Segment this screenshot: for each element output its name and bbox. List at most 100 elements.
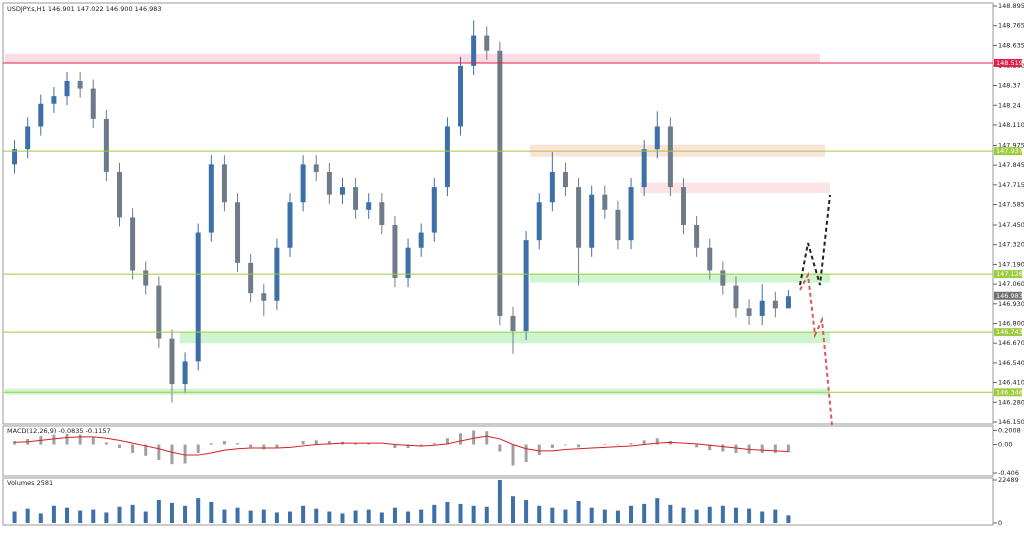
- candle-body: [64, 81, 70, 97]
- macd-bar: [773, 444, 777, 453]
- y-tick-label: 147.585: [998, 201, 1024, 209]
- volume-bar: [261, 509, 266, 523]
- macd-bar: [393, 444, 397, 449]
- volume-bar: [471, 505, 476, 523]
- macd-bar: [262, 444, 266, 450]
- candle-body: [261, 293, 267, 301]
- candle-body: [313, 164, 319, 172]
- volume-bar: [760, 511, 765, 523]
- level-label: 148.519: [996, 59, 1023, 67]
- macd-bar: [301, 441, 305, 445]
- macd-bar: [91, 437, 95, 445]
- candle-body: [431, 187, 437, 233]
- macd-bar: [13, 441, 17, 445]
- y-tick-label: 146.280: [998, 398, 1024, 406]
- macd-bar: [236, 443, 240, 445]
- volume-bar: [510, 496, 515, 523]
- zone: [180, 332, 830, 344]
- macd-bar: [760, 444, 764, 453]
- zone: [530, 273, 830, 283]
- macd-bar: [314, 440, 318, 445]
- candle-body: [25, 126, 31, 150]
- volume-bar: [78, 510, 83, 523]
- volume-bar: [65, 507, 70, 523]
- macd-bar: [249, 444, 253, 448]
- volume-bar: [720, 505, 725, 523]
- y-tick-label: 146.410: [998, 379, 1024, 387]
- volume-bar: [458, 503, 463, 523]
- volume-bar: [445, 501, 450, 523]
- volume-bar: [117, 506, 122, 523]
- candle-body: [589, 194, 595, 248]
- candle-body: [287, 202, 293, 248]
- y-tick-label: 148.24: [998, 101, 1021, 109]
- candle-body: [536, 202, 542, 241]
- candle-body: [77, 81, 83, 89]
- volume-bar: [274, 512, 279, 523]
- level-label: 146.346: [996, 388, 1023, 396]
- macd-bar: [183, 444, 187, 464]
- candle-body: [484, 35, 490, 51]
- candle-body: [641, 149, 647, 188]
- y-tick-label: 147.060: [998, 280, 1024, 288]
- candle-body: [772, 300, 778, 309]
- volume-bar: [550, 507, 555, 523]
- macd-bar: [603, 443, 607, 445]
- candle-body: [602, 194, 608, 210]
- volume-bar: [91, 509, 96, 523]
- candle-body: [169, 338, 175, 385]
- macd-bar: [786, 444, 790, 453]
- y-tick-label: 148.635: [998, 41, 1024, 49]
- macd-bar: [695, 444, 699, 448]
- macd-bar: [511, 444, 515, 466]
- volume-bar: [38, 513, 43, 523]
- volume-bar: [576, 501, 581, 523]
- volume-bar: [288, 511, 293, 523]
- y-tick-label: 22489: [998, 476, 1019, 484]
- y-tick-label: -0.406: [998, 469, 1019, 477]
- candle-body: [366, 202, 372, 210]
- volume-bar: [524, 500, 529, 523]
- volume-bar: [196, 498, 201, 523]
- candle-body: [694, 224, 700, 248]
- y-tick-label: 147.975: [998, 141, 1024, 149]
- macd-bar: [117, 444, 121, 449]
- macd-bar: [721, 444, 725, 452]
- candle-body: [497, 50, 503, 316]
- volume-bar: [353, 510, 358, 523]
- volume-bar: [537, 505, 542, 523]
- candle-body: [248, 262, 254, 294]
- volume-title: Volumes 2581: [7, 479, 53, 487]
- macd-bar: [52, 434, 56, 445]
- macd-bar: [472, 430, 476, 445]
- macd-bar: [222, 441, 226, 445]
- y-tick-label: 146.670: [998, 339, 1024, 347]
- level-tag: [994, 291, 1022, 300]
- candle-body: [235, 202, 241, 263]
- macd-bar: [131, 444, 135, 453]
- macd-bar: [406, 444, 410, 449]
- macd-bar: [629, 443, 633, 445]
- candle-body: [326, 171, 332, 195]
- macd-bar: [734, 444, 738, 453]
- y-tick-label: 148.37: [998, 82, 1021, 90]
- candle-body: [339, 187, 345, 195]
- candle-body: [785, 296, 791, 309]
- volume-bar: [773, 509, 778, 523]
- volume-bar: [327, 511, 332, 523]
- candle-body: [733, 285, 739, 309]
- macd-bar: [170, 444, 174, 465]
- plot: 148.895148.765148.635148.500148.37148.24…: [3, 2, 1024, 527]
- macd-bar: [209, 443, 213, 445]
- volume-bar: [668, 504, 673, 523]
- volume-bar: [747, 508, 752, 523]
- level-tag: [994, 328, 1022, 337]
- candle-body: [392, 224, 398, 279]
- volume-bar: [497, 480, 502, 523]
- volume-bar: [301, 505, 306, 523]
- candle-body: [615, 209, 621, 241]
- volume-bar: [406, 511, 411, 523]
- volume-bar: [104, 512, 109, 523]
- macd-bar: [144, 444, 148, 456]
